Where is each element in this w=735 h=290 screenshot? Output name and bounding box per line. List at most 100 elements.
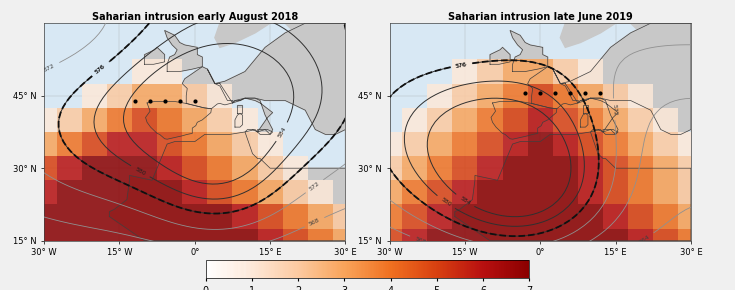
Bar xyxy=(182,156,207,180)
Bar xyxy=(503,108,528,132)
Bar xyxy=(157,180,182,204)
Text: 572: 572 xyxy=(612,103,617,115)
Bar xyxy=(402,108,427,132)
Bar xyxy=(628,132,653,156)
Polygon shape xyxy=(490,47,510,64)
Bar xyxy=(578,204,603,229)
Polygon shape xyxy=(581,114,588,127)
Polygon shape xyxy=(553,23,691,134)
Bar xyxy=(578,180,603,204)
Bar xyxy=(653,156,678,180)
Bar xyxy=(553,180,578,204)
Bar xyxy=(553,84,578,108)
Bar xyxy=(82,229,107,253)
Bar xyxy=(157,156,182,180)
Text: 584: 584 xyxy=(277,126,287,138)
Bar xyxy=(452,84,478,108)
Bar xyxy=(427,180,452,204)
Bar xyxy=(283,229,308,253)
Bar xyxy=(232,132,257,156)
Bar xyxy=(528,132,553,156)
Bar xyxy=(257,229,283,253)
Bar xyxy=(452,204,478,229)
Bar xyxy=(603,229,628,253)
Bar xyxy=(628,108,653,132)
Bar xyxy=(82,180,107,204)
Bar xyxy=(107,229,132,253)
Bar xyxy=(478,84,503,108)
Bar xyxy=(333,229,358,253)
Polygon shape xyxy=(510,30,548,72)
Bar xyxy=(503,84,528,108)
Bar xyxy=(452,132,478,156)
Bar xyxy=(603,84,628,108)
Bar xyxy=(528,229,553,253)
Bar xyxy=(157,132,182,156)
Bar xyxy=(578,59,603,84)
Bar xyxy=(232,108,257,132)
Bar xyxy=(553,108,578,132)
Bar xyxy=(377,229,402,253)
Bar xyxy=(653,132,678,156)
Bar xyxy=(628,180,653,204)
Bar xyxy=(207,156,232,180)
Bar xyxy=(377,180,402,204)
Polygon shape xyxy=(491,102,557,139)
Bar xyxy=(578,132,603,156)
Bar xyxy=(427,108,452,132)
Bar xyxy=(82,156,107,180)
Bar xyxy=(427,84,452,108)
Bar xyxy=(478,156,503,180)
Bar xyxy=(528,59,553,84)
Polygon shape xyxy=(165,30,202,72)
Bar xyxy=(503,59,528,84)
Text: 572: 572 xyxy=(23,0,35,6)
Bar xyxy=(377,156,402,180)
Bar xyxy=(603,156,628,180)
Bar xyxy=(57,204,82,229)
Bar xyxy=(82,204,107,229)
Bar xyxy=(528,180,553,204)
Polygon shape xyxy=(146,102,212,139)
Bar xyxy=(333,204,358,229)
Polygon shape xyxy=(235,114,243,127)
Bar xyxy=(402,229,427,253)
Bar xyxy=(232,180,257,204)
Bar xyxy=(503,156,528,180)
Bar xyxy=(257,132,283,156)
Bar xyxy=(107,180,132,204)
Polygon shape xyxy=(455,132,691,241)
Bar xyxy=(182,132,207,156)
Bar xyxy=(578,229,603,253)
Bar xyxy=(308,204,333,229)
Bar xyxy=(603,180,628,204)
Bar xyxy=(603,108,628,132)
Bar xyxy=(32,229,57,253)
Bar xyxy=(157,84,182,108)
Bar xyxy=(628,156,653,180)
Bar xyxy=(182,180,207,204)
Bar xyxy=(628,204,653,229)
Bar xyxy=(132,132,157,156)
Bar xyxy=(452,229,478,253)
Bar xyxy=(82,108,107,132)
Bar xyxy=(82,84,107,108)
Bar xyxy=(678,204,703,229)
Bar xyxy=(678,156,703,180)
Bar xyxy=(157,108,182,132)
Bar xyxy=(283,156,308,180)
Bar xyxy=(32,132,57,156)
Polygon shape xyxy=(182,67,233,109)
Bar xyxy=(603,204,628,229)
Bar xyxy=(257,156,283,180)
Bar xyxy=(107,156,132,180)
Bar xyxy=(57,108,82,132)
Bar xyxy=(157,204,182,229)
Bar xyxy=(553,156,578,180)
Polygon shape xyxy=(145,47,165,64)
Bar xyxy=(528,156,553,180)
Polygon shape xyxy=(603,130,618,134)
Bar xyxy=(528,84,553,108)
Bar xyxy=(478,132,503,156)
Bar xyxy=(232,204,257,229)
